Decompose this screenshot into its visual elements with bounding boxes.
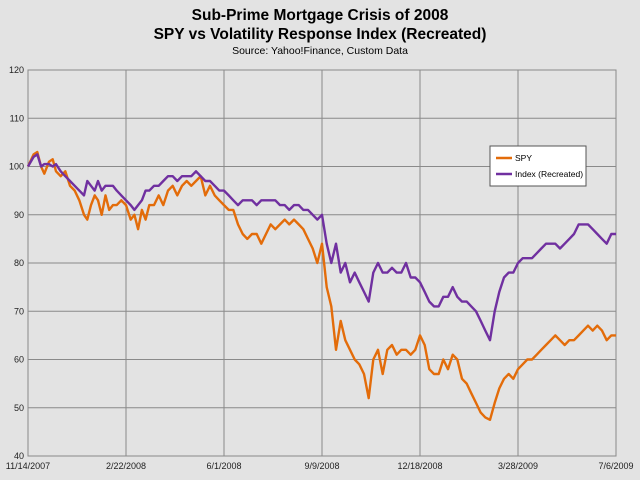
series-line-index	[26, 153, 616, 342]
chart-title: Sub-Prime Mortgage Crisis of 2008	[191, 7, 449, 24]
x-axis-ticks: 11/14/2007 2/22/2008 6/1/2008 9/9/2008 12/18…	[6, 461, 634, 471]
y-tick-label: 120	[9, 65, 24, 75]
y-tick-label: 50	[14, 403, 24, 413]
y-tick-label: 80	[14, 258, 24, 268]
series-layer	[26, 150, 616, 421]
y-axis-ticks: 40 50 60 70 80 90 100 110 120	[9, 65, 24, 461]
y-tick-label: 70	[14, 306, 24, 316]
chart-subtitle: SPY vs Volatility Response Index (Recrea…	[153, 26, 487, 43]
legend-label-spy: SPY	[515, 153, 532, 163]
chart-source: Source: Yahoo!Finance, Custom Data	[232, 45, 408, 57]
legend-label-index: Index (Recreated)	[515, 169, 583, 179]
x-tick-label: 12/18/2008	[397, 461, 442, 471]
x-tick-label: 3/28/2009	[498, 461, 538, 471]
x-tick-label: 9/9/2008	[304, 461, 339, 471]
y-tick-label: 100	[9, 162, 24, 172]
series-line-spy	[26, 150, 616, 421]
y-tick-label: 60	[14, 355, 24, 365]
legend-box	[489, 145, 587, 187]
y-tick-label: 40	[14, 451, 24, 461]
x-tick-label: 2/22/2008	[106, 461, 146, 471]
title-block: Sub-Prime Mortgage Crisis of 2008 SPY vs…	[0, 6, 640, 58]
x-tick-label: 11/14/2007	[6, 461, 50, 471]
y-tick-label: 110	[10, 113, 24, 123]
y-tick-label: 90	[14, 210, 24, 220]
grid-layer	[27, 69, 617, 457]
x-tick-label: 7/6/2009	[598, 461, 633, 471]
legend: SPY Index (Recreated)	[489, 145, 587, 187]
x-tick-label: 6/1/2008	[206, 461, 241, 471]
